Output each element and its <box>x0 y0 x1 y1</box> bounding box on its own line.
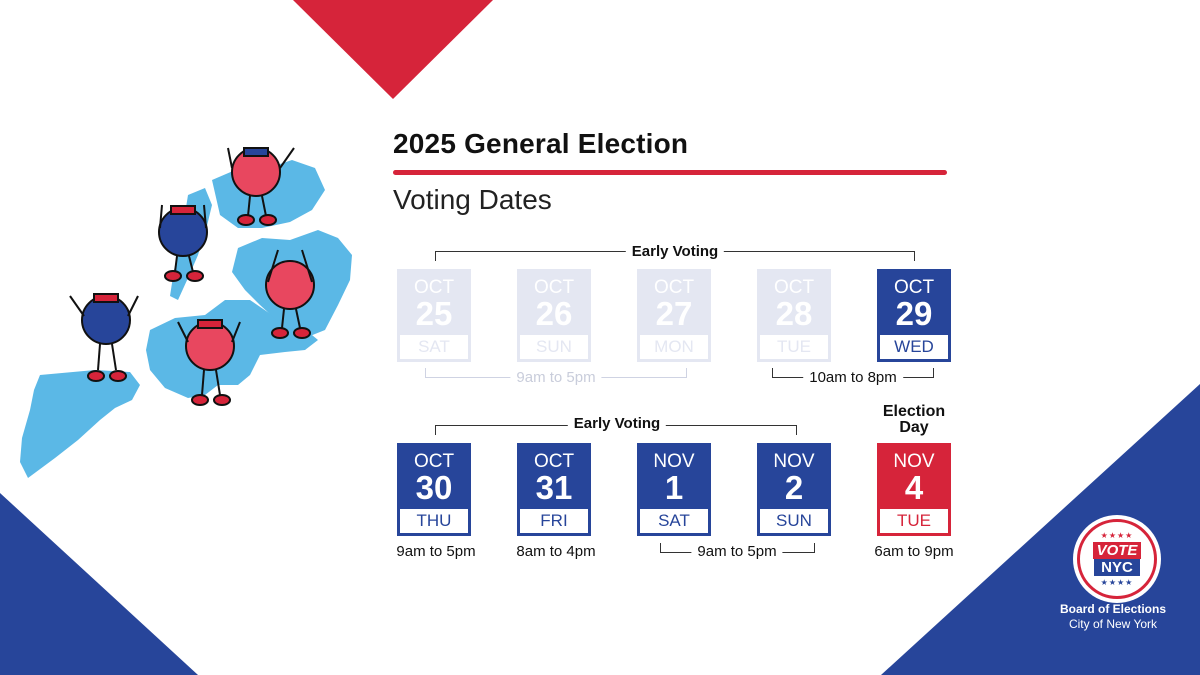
card-weekday: SAT <box>640 509 708 533</box>
vote-nyc-logo: ★★★★ VOTE NYC ★★★★ <box>1073 515 1161 603</box>
mascot-bronx <box>227 147 295 226</box>
card-day: 1 <box>664 469 684 506</box>
hours-past-days: 9am to 5pm <box>510 369 602 386</box>
card-month: OCT <box>653 277 695 298</box>
page-subtitle: Voting Dates <box>393 184 552 215</box>
card-weekday: TUE <box>760 335 828 359</box>
card-month: OCT <box>413 277 455 298</box>
card-weekday: SUN <box>520 335 588 359</box>
card-weekday: MON <box>640 335 708 359</box>
hours-oct-30: 9am to 5pm <box>396 543 476 560</box>
hours-weekend: 9am to 5pm <box>691 543 783 560</box>
nyc-map-illustration <box>20 147 352 478</box>
card-month: OCT <box>533 451 575 472</box>
date-card-oct-29: OCT 29 WED <box>877 269 951 362</box>
card-weekday: SAT <box>400 335 468 359</box>
election-day-label: Election Day <box>882 403 946 436</box>
card-weekday: FRI <box>520 509 588 533</box>
title-divider <box>393 170 947 175</box>
card-day: 31 <box>535 469 573 506</box>
date-card-nov-1: NOV 1 SAT <box>637 443 711 536</box>
card-day: 30 <box>415 469 453 506</box>
date-card-oct-26: OCT 26 SUN <box>517 269 591 362</box>
card-day: 26 <box>535 295 573 332</box>
card-month: NOV <box>893 451 935 472</box>
card-day: 25 <box>415 295 453 332</box>
jamaica-bay-islands <box>258 368 315 392</box>
logo-vote-text: VOTE <box>1092 542 1142 559</box>
early-voting-label-row1: Early Voting <box>625 243 725 260</box>
card-weekday: WED <box>880 335 948 359</box>
logo-badge: ★★★★ VOTE NYC ★★★★ <box>1077 519 1157 599</box>
mascot-staten-island <box>69 293 139 382</box>
bottom-left-blue-triangle <box>0 493 198 675</box>
mascot-manhattan <box>158 204 208 282</box>
card-day: 29 <box>895 295 933 332</box>
card-day: 27 <box>655 295 693 332</box>
card-weekday: SUN <box>760 509 828 533</box>
top-red-triangle <box>293 0 493 99</box>
org-name-line2: City of New York <box>1068 617 1158 631</box>
logo-stars-top: ★★★★ <box>1100 531 1134 540</box>
date-card-oct-30: OCT 30 THU <box>397 443 471 536</box>
hours-oct-29: 10am to 8pm <box>803 369 903 386</box>
card-month: OCT <box>533 277 575 298</box>
logo-nyc-text: NYC <box>1094 559 1140 576</box>
date-card-oct-31: OCT 31 FRI <box>517 443 591 536</box>
date-card-nov-4: NOV 4 TUE <box>877 443 951 536</box>
card-month: OCT <box>413 451 455 472</box>
card-month: NOV <box>653 451 695 472</box>
date-card-oct-27: OCT 27 MON <box>637 269 711 362</box>
hours-election-day: 6am to 9pm <box>874 543 954 560</box>
org-name-line1: Board of Elections <box>1059 602 1167 616</box>
card-day: 28 <box>775 295 813 332</box>
date-card-oct-28: OCT 28 TUE <box>757 269 831 362</box>
card-day: 2 <box>784 469 804 506</box>
card-weekday: TUE <box>880 509 948 533</box>
mascot-queens <box>265 249 315 339</box>
card-day: 4 <box>904 469 924 506</box>
card-weekday: THU <box>400 509 468 533</box>
early-voting-label-row2: Early Voting <box>567 415 667 432</box>
card-month: OCT <box>773 277 815 298</box>
card-month: OCT <box>893 277 935 298</box>
date-card-oct-25: OCT 25 SAT <box>397 269 471 362</box>
logo-stars-bottom: ★★★★ <box>1100 578 1134 587</box>
staten-island-shape <box>20 370 140 478</box>
date-card-nov-2: NOV 2 SUN <box>757 443 831 536</box>
hours-oct-31: 8am to 4pm <box>516 543 596 560</box>
mascot-brooklyn <box>177 319 241 406</box>
card-month: NOV <box>773 451 815 472</box>
page-title: 2025 General Election <box>393 128 689 159</box>
